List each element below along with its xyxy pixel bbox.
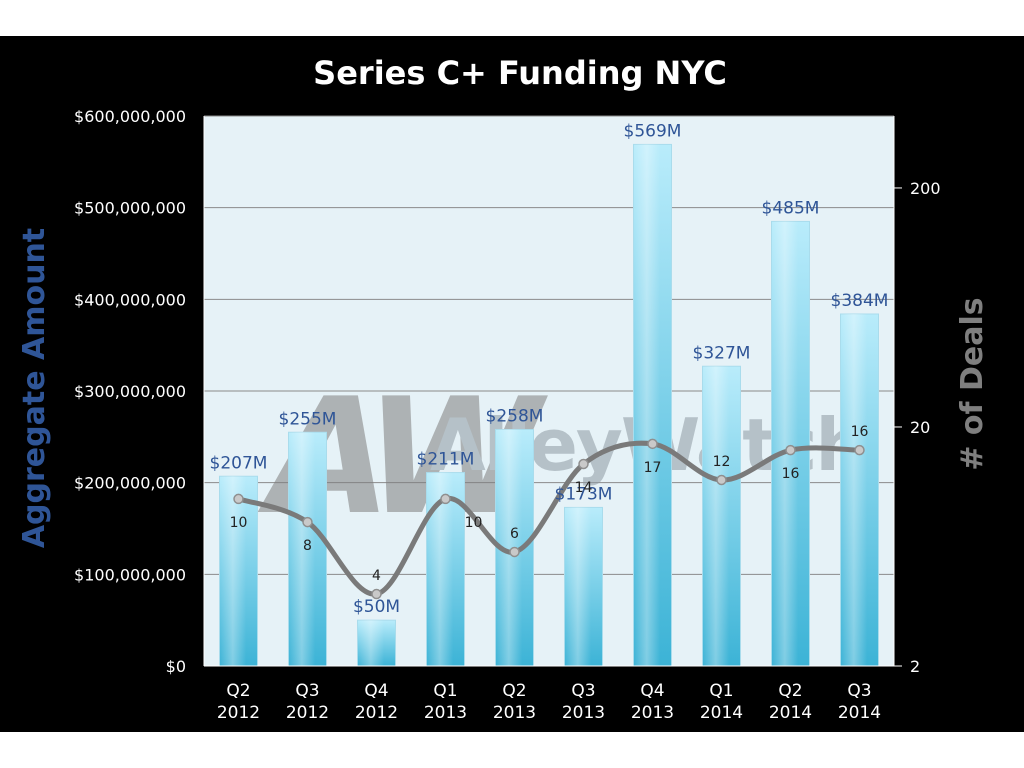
bar-highlight — [702, 366, 741, 666]
deals-line-series — [233, 438, 865, 600]
bar-value-label: $173M — [555, 484, 613, 504]
chart-svg: Series C+ Funding NYC AW AlleyWatch $207… — [17, 54, 990, 723]
bar-value-label: $384M — [831, 291, 889, 311]
deal-point — [440, 493, 451, 505]
bar-series — [219, 143, 879, 667]
y2-tick-label: 20 — [910, 418, 930, 437]
y-tick-label: $400,000,000 — [74, 290, 186, 309]
x-tick-label-quarter: Q4 — [640, 681, 664, 701]
chart-title: Series C+ Funding NYC — [313, 54, 727, 92]
x-tick-label-year: 2014 — [700, 703, 743, 723]
data-labels: $207M $255M $50M $211M $258M $173M $569M $327M $… — [210, 121, 889, 617]
deal-point — [371, 588, 382, 600]
bar-value-label: $211M — [417, 450, 475, 470]
bar-highlight — [771, 221, 810, 666]
deal-count-label: 14 — [575, 480, 593, 496]
x-tick-label-quarter: Q3 — [571, 681, 595, 701]
y2-axis-title: # of Deals — [955, 297, 990, 470]
x-tick-label-quarter: Q2 — [226, 681, 250, 701]
deal-count-label: 4 — [372, 568, 381, 584]
bar-value-label: $327M — [693, 343, 751, 363]
y2-tick-label: 2 — [910, 657, 920, 676]
y2-tick-label: 200 — [910, 179, 941, 198]
x-tick-label-quarter: Q2 — [502, 681, 526, 701]
x-tick-label-year: 2012 — [355, 703, 398, 723]
deal-point — [302, 516, 313, 528]
bar-highlight — [426, 472, 465, 666]
deal-count-label: 6 — [510, 526, 519, 542]
x-tick-label-year: 2013 — [493, 703, 536, 723]
y-tick-label: $300,000,000 — [74, 382, 186, 401]
deal-count-label: 17 — [644, 460, 662, 476]
bar-highlight — [288, 432, 327, 666]
deal-count-label: 8 — [303, 538, 312, 554]
x-tick-label-quarter: Q4 — [364, 681, 388, 701]
bar-value-label: $258M — [486, 407, 544, 427]
deal-count-label: 16 — [782, 466, 800, 482]
y-tick-label: $0 — [166, 657, 186, 676]
y-tick-label: $600,000,000 — [74, 107, 186, 126]
bar-value-label: $569M — [624, 121, 682, 141]
y-tick-label: $500,000,000 — [74, 199, 186, 218]
deal-point — [785, 444, 796, 456]
deal-count-label: 10 — [230, 515, 248, 531]
bar-highlight — [219, 476, 258, 666]
bar-highlight — [633, 144, 672, 667]
x-tick-label-year: 2013 — [424, 703, 467, 723]
x-tick-label-year: 2014 — [769, 703, 812, 723]
deal-count-label: 10 — [465, 515, 483, 531]
x-tick-label-quarter: Q1 — [709, 681, 733, 701]
bar-highlight — [357, 620, 396, 666]
deal-point — [854, 444, 865, 456]
x-tick-label-year: 2012 — [217, 703, 260, 723]
deal-point — [716, 474, 727, 486]
deal-point — [578, 458, 589, 470]
deal-count-label: 12 — [713, 454, 731, 470]
bar-value-label: $207M — [210, 453, 268, 473]
deal-point — [509, 546, 520, 558]
x-tick-label-quarter: Q2 — [778, 681, 802, 701]
x-tick-label-year: 2012 — [286, 703, 329, 723]
x-tick-label-quarter: Q3 — [847, 681, 871, 701]
x-tick-label-quarter: Q1 — [433, 681, 457, 701]
x-tick-label-year: 2013 — [631, 703, 674, 723]
deal-count-label: 16 — [851, 424, 869, 440]
bar-value-label: $50M — [353, 597, 400, 617]
bar-highlight — [564, 507, 603, 666]
deal-point — [233, 493, 244, 505]
x-tick-label-quarter: Q3 — [295, 681, 319, 701]
y-tick-label: $100,000,000 — [74, 565, 186, 584]
y-axis-title: Aggregate Amount — [17, 228, 52, 548]
bar-value-label: $485M — [762, 198, 820, 218]
bar-value-label: $255M — [279, 409, 337, 429]
axes: $0 $100,000,000 $200,000,000 $300,000,000 $4… — [74, 107, 941, 723]
deals-line — [236, 440, 862, 597]
deal-point — [647, 438, 658, 450]
x-tick-label-year: 2014 — [838, 703, 881, 723]
chart-stage: Series C+ Funding NYC AW AlleyWatch $207… — [0, 36, 1024, 732]
y-tick-label: $200,000,000 — [74, 474, 186, 493]
x-tick-label-year: 2013 — [562, 703, 605, 723]
bar-highlight — [840, 314, 879, 666]
